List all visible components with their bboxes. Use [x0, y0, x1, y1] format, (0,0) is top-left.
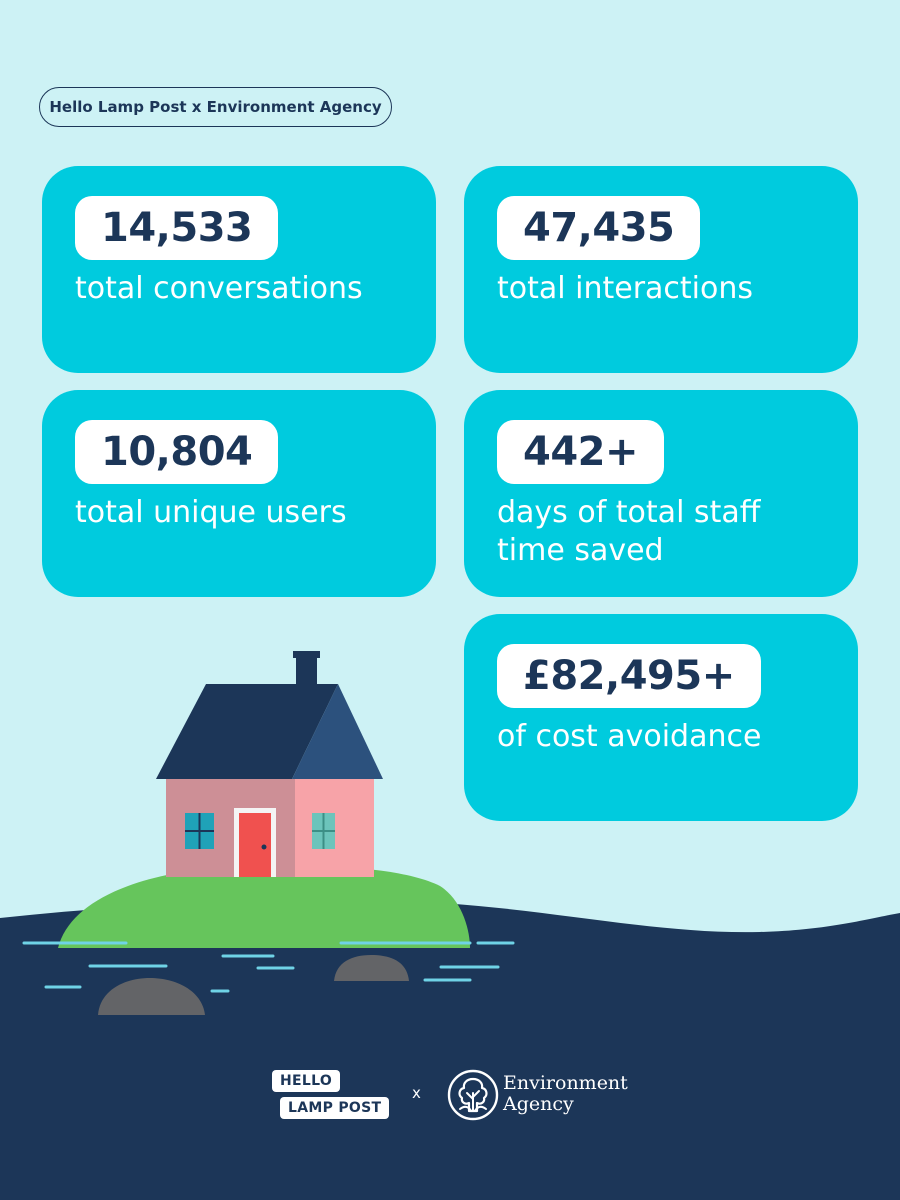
water [0, 900, 900, 1200]
stat-label: total interactions [497, 271, 754, 306]
stat-card-conversations: 14,533 total conversations [42, 166, 436, 373]
stat-card-staff-time: 442+ days of total staff time saved [464, 390, 858, 597]
stat-value: £82,495+ [497, 644, 761, 708]
stat-card-unique-users: 10,804 total unique users [42, 390, 436, 597]
environment-agency-tree-icon [447, 1069, 499, 1121]
environment-agency-wordmark-line2: Agency [503, 1093, 574, 1115]
stat-value: 47,435 [497, 196, 701, 260]
environment-agency-wordmark: Environment Agency [503, 1073, 628, 1115]
hello-lamp-post-logo-line2: LAMP POST [280, 1097, 390, 1119]
stat-label: total unique users [75, 495, 347, 530]
stat-label: of cost avoidance [497, 719, 762, 754]
stat-value: 14,533 [75, 196, 279, 260]
environment-agency-wordmark-line1: Environment [503, 1072, 628, 1094]
hello-lamp-post-logo: HELLO LAMP POST [270, 1070, 392, 1122]
roof-front [156, 684, 338, 779]
stat-value: 10,804 [75, 420, 279, 484]
stat-label: total conversations [75, 271, 363, 306]
stat-label: days of total staff time saved [497, 495, 761, 568]
chimney [296, 655, 317, 689]
logo-separator: x [412, 1084, 421, 1102]
rock-left [98, 978, 205, 1015]
window-left [185, 813, 214, 849]
stat-value: 442+ [497, 420, 665, 484]
island [58, 865, 470, 948]
water-ripples [22, 941, 515, 993]
door [239, 813, 271, 877]
stat-card-interactions: 47,435 total interactions [464, 166, 858, 373]
hello-lamp-post-logo-line1: HELLO [272, 1070, 341, 1092]
roof-side [292, 684, 383, 779]
window-right [312, 813, 335, 849]
header-pill: Hello Lamp Post x Environment Agency [39, 87, 392, 127]
stat-card-cost-avoidance: £82,495+ of cost avoidance [464, 614, 858, 821]
rock-right [334, 955, 409, 981]
